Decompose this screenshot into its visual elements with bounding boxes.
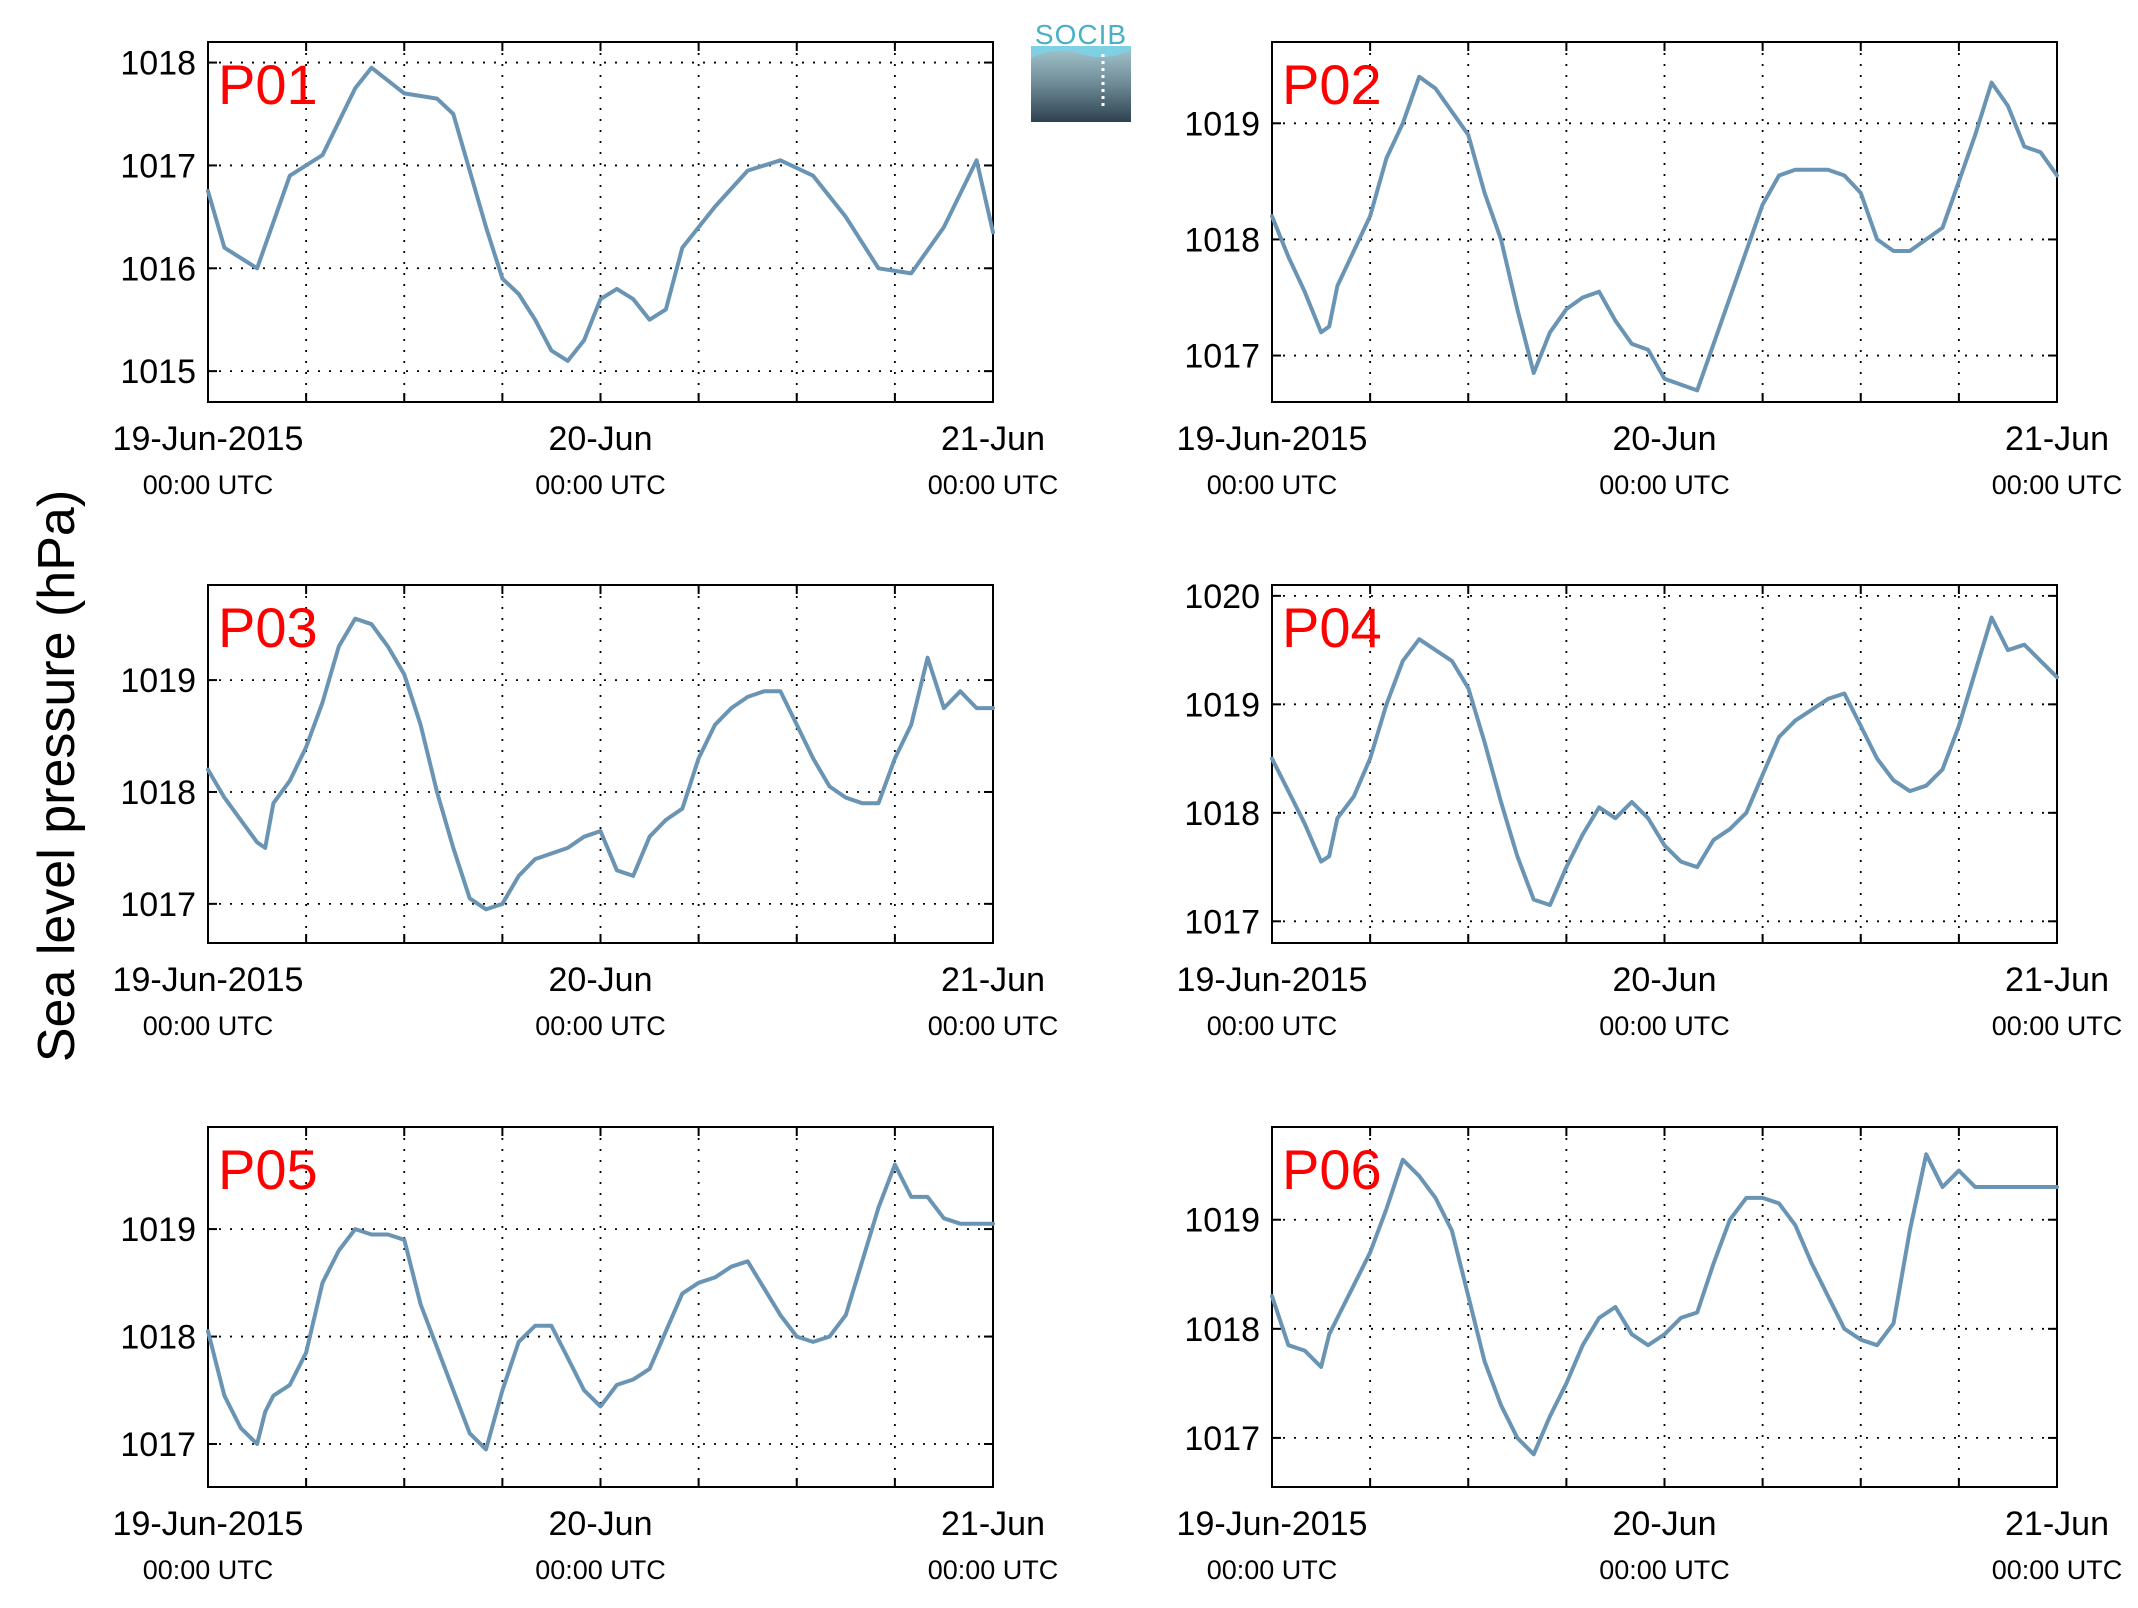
y-tick-label: 1018 bbox=[1184, 221, 1260, 259]
y-tick-label: 1020 bbox=[1184, 578, 1260, 616]
x-tick-sublabel: 00:00 UTC bbox=[535, 1011, 666, 1041]
x-tick-sublabel: 00:00 UTC bbox=[1207, 1555, 1338, 1585]
x-tick-sublabel: 00:00 UTC bbox=[143, 1555, 274, 1585]
y-tick-label: 1019 bbox=[1184, 686, 1260, 724]
y-tick-label: 1018 bbox=[120, 774, 196, 812]
axes-box bbox=[207, 1126, 994, 1488]
x-tick-sublabel: 00:00 UTC bbox=[1599, 470, 1730, 500]
x-tick-sublabel: 00:00 UTC bbox=[1992, 1555, 2123, 1585]
x-tick-label: 20-Jun bbox=[1613, 1505, 1717, 1543]
x-tick-label: 20-Jun bbox=[1613, 420, 1717, 458]
axes-box bbox=[207, 41, 994, 403]
chart-panel-1: 1015 1016 1017 1018 19-Jun-2015 00:00 UTC 20-J… bbox=[113, 41, 1059, 500]
y-tick-label: 1017 bbox=[120, 1426, 196, 1464]
y-tick-label: 1018 bbox=[120, 45, 196, 83]
y-tick-label: 1019 bbox=[1184, 105, 1260, 143]
chart-panel-4: 1017 1018 1019 1020 19-Jun-2015 00:00 UTC 20-J… bbox=[1177, 578, 2123, 1041]
x-tick-label: 19-Jun-2015 bbox=[113, 961, 304, 999]
x-tick-label: 21-Jun bbox=[941, 1505, 1045, 1543]
x-tick-sublabel: 00:00 UTC bbox=[535, 470, 666, 500]
y-tick-label: 1018 bbox=[1184, 1311, 1260, 1349]
x-tick-sublabel: 00:00 UTC bbox=[928, 1555, 1059, 1585]
y-axis-label: Sea level pressure (hPa) bbox=[28, 490, 86, 1062]
x-tick-label: 20-Jun bbox=[1613, 961, 1717, 999]
x-tick-sublabel: 00:00 UTC bbox=[928, 1011, 1059, 1041]
x-tick-label: 19-Jun-2015 bbox=[113, 420, 304, 458]
series-line-p06 bbox=[1270, 1152, 2059, 1457]
y-tick-label: 1017 bbox=[1184, 1420, 1260, 1458]
series-line-p05 bbox=[206, 1162, 995, 1452]
y-tick-label: 1017 bbox=[120, 886, 196, 924]
x-tick-label: 21-Jun bbox=[941, 420, 1045, 458]
panel-title: P03 bbox=[218, 596, 318, 659]
axes-box bbox=[1271, 584, 2058, 944]
x-tick-label: 20-Jun bbox=[549, 961, 653, 999]
x-tick-sublabel: 00:00 UTC bbox=[1992, 470, 2123, 500]
x-tick-sublabel: 00:00 UTC bbox=[143, 1011, 274, 1041]
panel-title: P05 bbox=[218, 1138, 318, 1201]
y-tick-label: 1019 bbox=[1184, 1202, 1260, 1240]
chart-panel-6: 1017 1018 1019 19-Jun-2015 00:00 UTC 20-Jun 00… bbox=[1177, 1126, 2123, 1585]
x-tick-sublabel: 00:00 UTC bbox=[1599, 1555, 1730, 1585]
x-tick-sublabel: 00:00 UTC bbox=[928, 470, 1059, 500]
logo-text: SOCIB bbox=[1035, 19, 1127, 50]
socib-logo: SOCIB bbox=[1031, 19, 1131, 122]
x-tick-label: 19-Jun-2015 bbox=[1177, 961, 1368, 999]
y-tick-label: 1019 bbox=[120, 1211, 196, 1249]
x-tick-sublabel: 00:00 UTC bbox=[1599, 1011, 1730, 1041]
x-tick-label: 21-Jun bbox=[2005, 420, 2109, 458]
chart-panel-3: 1017 1018 1019 19-Jun-2015 00:00 UTC 20-Jun 00… bbox=[113, 584, 1059, 1041]
x-tick-label: 20-Jun bbox=[549, 420, 653, 458]
panel-title: P04 bbox=[1282, 596, 1382, 659]
y-tick-label: 1017 bbox=[1184, 338, 1260, 376]
panel-title: P06 bbox=[1282, 1138, 1382, 1201]
x-tick-label: 19-Jun-2015 bbox=[1177, 420, 1368, 458]
x-tick-sublabel: 00:00 UTC bbox=[535, 1555, 666, 1585]
x-tick-label: 21-Jun bbox=[941, 961, 1045, 999]
x-tick-sublabel: 00:00 UTC bbox=[1992, 1011, 2123, 1041]
y-tick-label: 1017 bbox=[120, 147, 196, 185]
series-line-p03 bbox=[206, 616, 995, 912]
series-line-p04 bbox=[1270, 615, 2059, 907]
y-tick-label: 1017 bbox=[1184, 903, 1260, 941]
axes-box bbox=[207, 584, 994, 944]
axes-box bbox=[1271, 41, 2058, 403]
x-tick-sublabel: 00:00 UTC bbox=[1207, 1011, 1338, 1041]
y-tick-label: 1018 bbox=[120, 1319, 196, 1357]
y-tick-label: 1019 bbox=[120, 662, 196, 700]
series-line-p02 bbox=[1270, 74, 2059, 393]
chart-panel-2: 1017 1018 1019 19-Jun-2015 00:00 UTC 20-Jun 00… bbox=[1177, 41, 2123, 500]
series-line-p01 bbox=[206, 65, 995, 363]
chart-panel-5: 1017 1018 1019 19-Jun-2015 00:00 UTC 20-Jun 00… bbox=[113, 1126, 1059, 1585]
x-tick-label: 19-Jun-2015 bbox=[1177, 1505, 1368, 1543]
x-tick-sublabel: 00:00 UTC bbox=[143, 470, 274, 500]
x-tick-label: 21-Jun bbox=[2005, 1505, 2109, 1543]
panel-title: P02 bbox=[1282, 53, 1382, 116]
x-tick-sublabel: 00:00 UTC bbox=[1207, 470, 1338, 500]
x-tick-label: 19-Jun-2015 bbox=[113, 1505, 304, 1543]
panel-title: P01 bbox=[218, 53, 318, 116]
x-tick-label: 20-Jun bbox=[549, 1505, 653, 1543]
x-tick-label: 21-Jun bbox=[2005, 961, 2109, 999]
y-tick-label: 1016 bbox=[120, 250, 196, 288]
y-tick-label: 1018 bbox=[1184, 795, 1260, 833]
y-tick-label: 1015 bbox=[120, 353, 196, 391]
